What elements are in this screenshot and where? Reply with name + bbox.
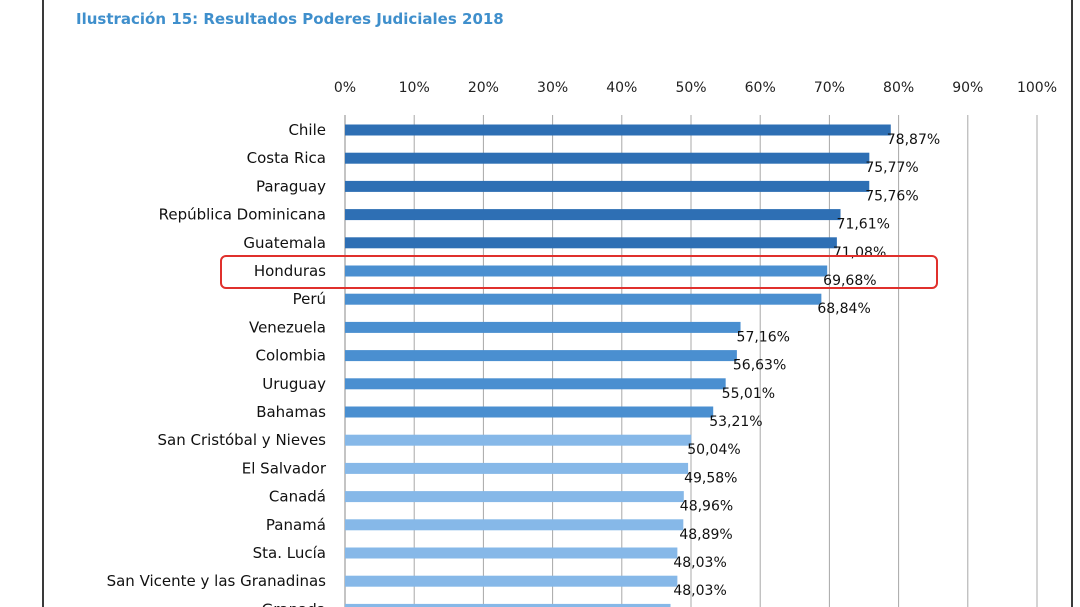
data-label: 71,61% <box>837 217 890 233</box>
data-label: 49,58% <box>684 470 737 486</box>
highlight-box <box>220 255 938 289</box>
category-label: Granada <box>262 600 326 607</box>
bar <box>345 575 678 587</box>
category-label: Perú <box>293 290 326 308</box>
bar <box>345 491 684 503</box>
data-label: 75,77% <box>865 160 918 176</box>
x-tick-label: 70% <box>814 80 845 96</box>
bar <box>345 547 678 559</box>
category-label: Paraguay <box>256 177 326 195</box>
chart-title: Ilustración 15: Resultados Poderes Judic… <box>76 10 504 28</box>
bar <box>345 434 692 446</box>
category-label: Canadá <box>269 488 326 506</box>
data-label: 71,08% <box>833 245 886 261</box>
category-label: Chile <box>288 121 326 139</box>
bar <box>345 519 684 531</box>
x-tick-label: 50% <box>675 80 706 96</box>
x-tick-label: 100% <box>1017 80 1057 96</box>
bar <box>345 350 737 362</box>
data-label: 50,04% <box>687 442 740 458</box>
page-right-border <box>1071 0 1073 607</box>
category-label: Honduras <box>254 262 326 280</box>
category-label: Costa Rica <box>247 149 326 167</box>
data-label: 48,03% <box>673 555 726 571</box>
bar <box>345 321 741 333</box>
bar <box>345 406 714 418</box>
data-label: 56,63% <box>733 358 786 374</box>
category-label: Bahamas <box>256 403 326 421</box>
x-tick-label: 80% <box>883 80 914 96</box>
category-label: San Vicente y las Granadinas <box>107 572 327 590</box>
category-label: Guatemala <box>243 234 326 252</box>
x-tick-label: 20% <box>468 80 499 96</box>
bar <box>345 152 870 164</box>
data-label: 55,01% <box>722 386 775 402</box>
bar <box>345 293 822 305</box>
category-label: Colombia <box>256 347 327 365</box>
data-label: 69,68% <box>823 273 876 289</box>
bar <box>345 603 671 607</box>
bar <box>345 124 891 136</box>
data-label: 48,03% <box>673 583 726 599</box>
x-tick-label: 30% <box>537 80 568 96</box>
data-label: 53,21% <box>709 414 762 430</box>
data-label: 75,76% <box>865 188 918 204</box>
page-left-border <box>42 0 44 607</box>
bar <box>345 265 828 277</box>
bar <box>345 378 726 390</box>
category-label: Uruguay <box>262 375 326 393</box>
x-tick-label: 40% <box>606 80 637 96</box>
data-label: 68,84% <box>817 301 870 317</box>
data-label: 48,89% <box>679 527 732 543</box>
bar <box>345 209 841 221</box>
category-label: San Cristóbal y Nieves <box>157 431 326 449</box>
category-label: Panamá <box>266 516 326 534</box>
category-label: Sta. Lucía <box>253 544 326 562</box>
category-label: El Salvador <box>242 459 327 477</box>
x-tick-label: 60% <box>745 80 776 96</box>
x-tick-label: 10% <box>399 80 430 96</box>
data-label: 78,87% <box>887 132 940 148</box>
category-label: República Dominicana <box>159 206 326 224</box>
data-label: 57,16% <box>737 329 790 345</box>
category-label: Venezuela <box>249 318 326 336</box>
bar <box>345 237 837 249</box>
bar <box>345 462 689 474</box>
x-tick-label: 0% <box>334 80 356 96</box>
data-label: 48,96% <box>680 499 733 515</box>
bar <box>345 180 870 192</box>
x-tick-label: 90% <box>952 80 983 96</box>
